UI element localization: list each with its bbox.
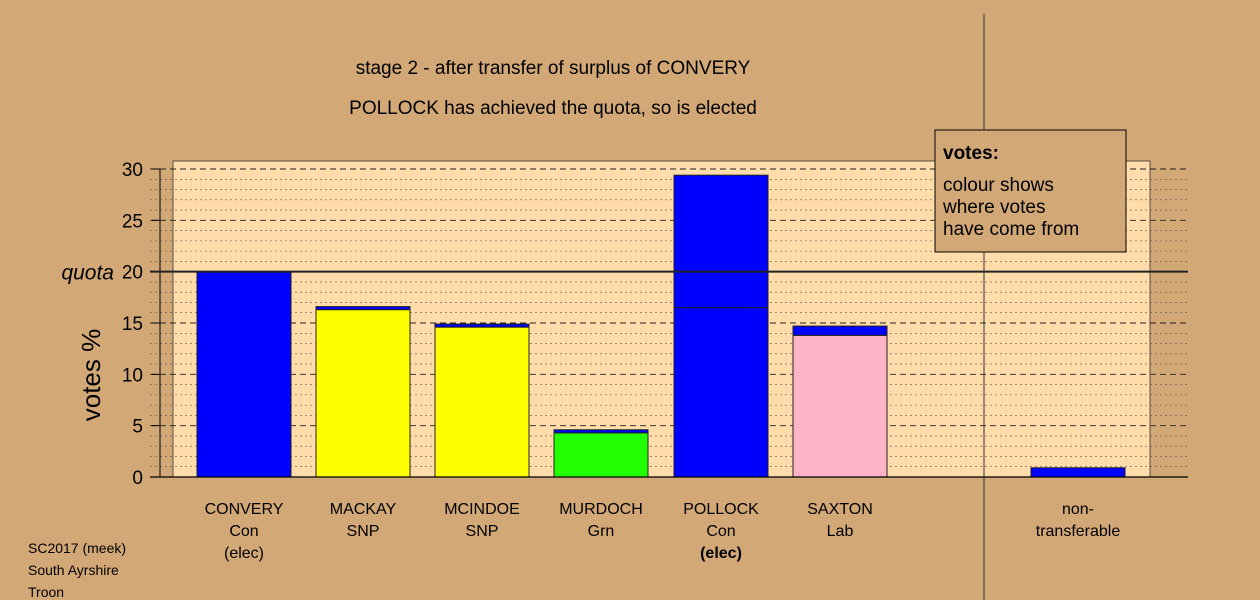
candidate-name: SAXTON	[807, 501, 873, 518]
footer-line-2: South Ayrshire	[28, 562, 119, 578]
legend-line-1: colour shows	[943, 175, 1054, 196]
candidate-name: MURDOCH	[559, 501, 643, 518]
candidate-party: SNP	[347, 523, 380, 540]
bar-segment-pollock-0	[673, 307, 769, 478]
candidate-name: MACKAY	[330, 501, 397, 518]
y-axis-label: votes %	[76, 329, 106, 422]
y-tick-label: 15	[122, 314, 143, 335]
candidate-name: MCINDOE	[444, 501, 520, 518]
candidate-party: Con	[229, 523, 258, 540]
legend-title: votes:	[943, 143, 999, 164]
bar-segment-mackay-0	[315, 309, 411, 478]
y-tick-label: 5	[132, 417, 143, 438]
bar-segment-mcindoe-1	[434, 323, 530, 328]
legend: votes: colour shows where votes have com…	[934, 129, 1127, 253]
bars	[150, 14, 1188, 600]
bar-nontransferable	[1030, 467, 1126, 478]
nontransferable-label-1: non-	[1062, 501, 1094, 518]
y-tick-label: 30	[122, 160, 143, 181]
x-axis-labels: CONVERY Con (elec) MACKAY SNP MCINDOE SNP MURDO…	[205, 501, 1121, 562]
candidate-status: (elec)	[700, 545, 742, 562]
legend-box	[934, 129, 1127, 253]
footer-line-3: Troon	[28, 584, 64, 600]
bar-segment-murdoch-1	[553, 429, 649, 434]
bar-segment-mcindoe-0	[434, 326, 530, 478]
candidate-name: CONVERY	[205, 501, 284, 518]
nontransferable-label-2: transferable	[1036, 523, 1121, 540]
candidate-party: Con	[706, 523, 735, 540]
bar-segment-saxton-0	[792, 334, 888, 478]
bar-segment-convery-0	[196, 271, 292, 478]
legend-line-2: where votes	[942, 197, 1045, 218]
y-tick-label: 10	[122, 365, 143, 386]
footer-line-1: SC2017 (meek)	[28, 540, 126, 556]
bar-segment-mackay-1	[315, 306, 411, 311]
quota-label: quota	[61, 262, 114, 285]
chart-title: stage 2 - after transfer of surplus of C…	[356, 58, 751, 79]
candidate-party: Grn	[588, 523, 615, 540]
bar-segment-saxton-1	[792, 325, 888, 336]
y-axis: 0 5 10 15 20 25 30	[122, 160, 161, 489]
chart-subtitle: POLLOCK has achieved the quota, so is el…	[349, 98, 757, 119]
candidate-party: SNP	[466, 523, 499, 540]
y-tick-label: 20	[122, 263, 143, 284]
y-tick-label: 0	[132, 468, 143, 489]
bar-segment-pollock-1	[673, 174, 769, 309]
candidate-name: POLLOCK	[683, 501, 759, 518]
y-tick-label: 25	[122, 211, 143, 232]
bar-segment-murdoch-0	[553, 432, 649, 478]
quota-marker: quota	[61, 262, 1188, 285]
candidate-status: (elec)	[224, 545, 264, 562]
legend-line-3: have come from	[943, 219, 1079, 240]
candidate-party: Lab	[827, 523, 854, 540]
